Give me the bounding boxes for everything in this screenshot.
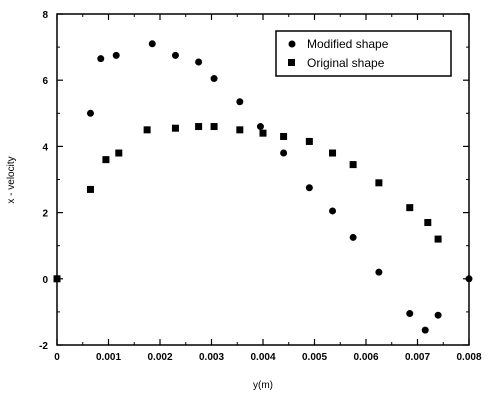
- modified-shape-point: [112, 51, 120, 59]
- y-tick-label: 2: [42, 209, 48, 220]
- x-tick-label: 0.006: [353, 352, 378, 363]
- x-tick-label: 0.005: [302, 352, 327, 363]
- legend-marker-original: [288, 59, 295, 66]
- original-shape-point: [236, 126, 244, 134]
- y-tick-label: 8: [42, 10, 48, 21]
- modified-shape-point: [86, 109, 94, 117]
- x-tick-label: 0.002: [147, 352, 172, 363]
- y-tick-label: -2: [39, 341, 48, 352]
- x-tick-label: 0: [54, 352, 60, 363]
- y-axis-label: x - velocity: [6, 156, 17, 203]
- original-shape-point: [259, 129, 267, 137]
- modified-shape-point: [349, 233, 357, 241]
- original-shape-point: [434, 235, 442, 243]
- x-tick-label: 0.001: [96, 352, 121, 363]
- original-shape-point: [143, 126, 151, 134]
- original-shape-point: [171, 124, 179, 132]
- original-shape-point: [375, 179, 383, 187]
- original-shape-point: [210, 123, 218, 131]
- modified-shape-point: [210, 75, 218, 83]
- original-shape-point: [406, 204, 414, 212]
- original-shape-point: [195, 123, 203, 131]
- original-shape-point: [86, 185, 94, 193]
- y-tick-label: 0: [42, 275, 48, 286]
- original-shape-point: [53, 275, 61, 283]
- original-shape-point: [424, 219, 432, 227]
- modified-shape-point: [97, 55, 105, 63]
- original-shape-point: [102, 156, 110, 164]
- y-tick-label: 6: [42, 76, 48, 87]
- x-tick-label: 0.007: [405, 352, 430, 363]
- modified-shape-point: [406, 310, 414, 318]
- original-shape-point: [280, 132, 288, 140]
- modified-shape-point: [465, 275, 473, 283]
- modified-shape-point: [171, 51, 179, 59]
- original-shape-point: [115, 149, 123, 157]
- legend-box: [275, 30, 452, 77]
- modified-shape-point: [421, 326, 429, 334]
- modified-shape-point: [434, 311, 442, 319]
- x-tick-label: 0.008: [456, 352, 481, 363]
- modified-shape-point: [195, 58, 203, 66]
- modified-shape-point: [148, 40, 156, 48]
- modified-shape-point: [329, 207, 337, 215]
- legend: Modified shape Original shape: [275, 30, 452, 77]
- y-tick-label: 4: [42, 142, 48, 153]
- y-tick-labels: -2 0 2 4 6 8: [39, 10, 48, 352]
- data-markers: [53, 40, 473, 334]
- modified-shape-point: [375, 268, 383, 276]
- axis-ticks: [56, 13, 470, 346]
- modified-shape-point: [280, 149, 288, 157]
- x-tick-label: 0.003: [199, 352, 224, 363]
- legend-marker-modified: [288, 40, 296, 48]
- modified-shape-point: [305, 184, 313, 192]
- original-shape-point: [305, 137, 313, 145]
- modified-shape-point: [236, 98, 244, 106]
- x-tick-labels: 0 0.001 0.002 0.003 0.004 0.005 0.006 0.007 0.00…: [54, 352, 482, 363]
- original-shape-point: [329, 149, 337, 157]
- x-axis-label: y(m): [253, 380, 273, 391]
- legend-label-modified: Modified shape: [307, 37, 389, 51]
- legend-label-original: Original shape: [307, 56, 385, 70]
- x-tick-label: 0.004: [250, 352, 275, 363]
- original-shape-point: [349, 161, 357, 169]
- modified-shape-point: [256, 123, 264, 131]
